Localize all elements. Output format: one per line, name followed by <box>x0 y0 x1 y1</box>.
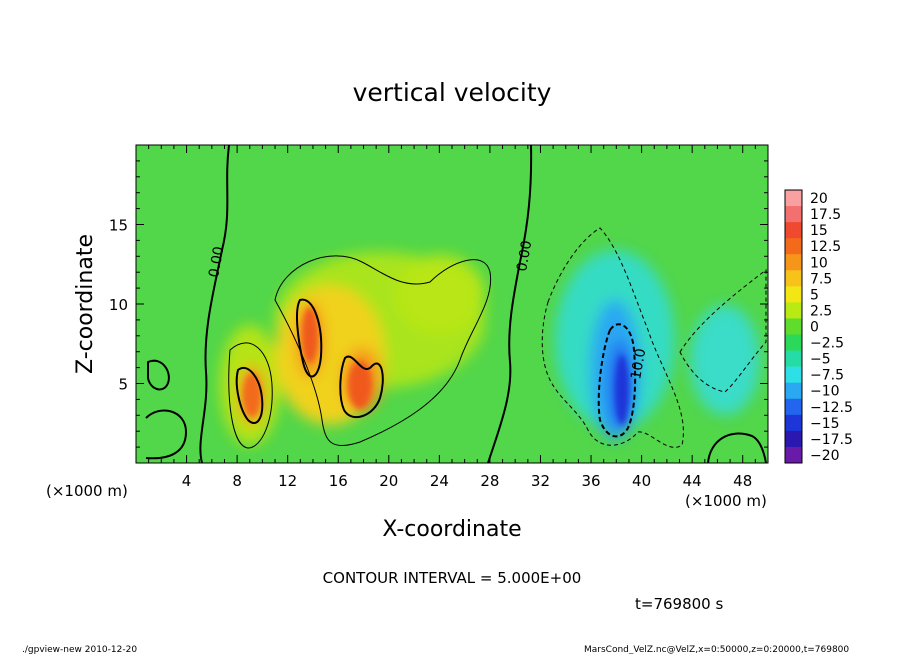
core-max-left <box>243 373 261 417</box>
colorbar-label: −20 <box>810 448 840 464</box>
contour-10 <box>235 367 264 424</box>
contour-label: 0.00 <box>514 239 535 272</box>
colorbar-label: 15 <box>810 223 828 239</box>
contour-neg-10 <box>597 323 637 438</box>
x-tick-label: 12 <box>278 472 297 490</box>
colorbar-label: 20 <box>810 191 828 207</box>
contour-zero-small <box>145 409 188 460</box>
colorbar-label: −2.5 <box>810 336 844 352</box>
y-axis-ticks: 5 10 15 <box>109 144 768 464</box>
x-tick-label: 8 <box>232 472 242 490</box>
colorbar-frame <box>784 189 803 464</box>
colorbar-swatch <box>785 270 802 287</box>
colorbar-label: 2.5 <box>810 303 832 319</box>
x-tick-label: 32 <box>531 472 550 490</box>
contour-10 <box>296 298 323 378</box>
contour-interval-text: CONTOUR INTERVAL = 5.000E+00 <box>323 569 582 587</box>
x-unit-left: (×1000 m) <box>46 482 128 500</box>
colorbar-swatch <box>785 222 802 239</box>
contour-lines <box>145 145 767 463</box>
core-max-center <box>302 307 318 363</box>
colorbar-label: 10 <box>810 255 828 271</box>
contour-zero-right <box>487 145 533 463</box>
colorbar-swatch <box>785 206 802 223</box>
colorbar-label: 0 <box>810 320 819 336</box>
colorbar-label: 17.5 <box>810 207 841 223</box>
colorbar-swatch <box>785 430 802 448</box>
y-tick-label: 5 <box>118 376 128 394</box>
colorbar-label: −5 <box>810 352 831 368</box>
contour-label: 10.0 <box>628 347 649 380</box>
core-max-right <box>348 361 372 409</box>
contour-label: 0.00 <box>206 245 227 278</box>
field-cores <box>243 307 629 425</box>
colorbar-swatch <box>785 318 802 336</box>
contour-zero-small <box>147 359 170 391</box>
weak-downdraft-region <box>690 305 760 415</box>
y-axis-label: Z-coordinate <box>73 234 98 374</box>
colorbar-swatch <box>785 446 802 464</box>
contour-neg-5 <box>541 227 684 448</box>
contour-zero-left <box>199 145 230 463</box>
colorbar-swatch <box>785 190 802 207</box>
colorbar-swatch <box>785 238 802 255</box>
y-tick-label: 10 <box>109 296 128 314</box>
colorbar-swatch <box>785 398 802 416</box>
x-tick-label: 16 <box>329 472 348 490</box>
contour-10 <box>339 355 384 419</box>
x-tick-label: 48 <box>733 472 752 490</box>
colorbar-swatch <box>785 350 802 368</box>
x-tick-label: 20 <box>379 472 398 490</box>
x-tick-label: 24 <box>430 472 449 490</box>
footer-left: ./gpview-new 2010-12-20 <box>22 645 137 654</box>
x-tick-label: 44 <box>683 472 702 490</box>
x-axis-ticks: 4 8 12 16 20 24 28 32 36 40 44 48 <box>135 145 769 490</box>
weak-updraft-region <box>395 255 485 335</box>
x-tick-label: 4 <box>182 472 192 490</box>
colorbar-swatch <box>785 382 802 400</box>
x-tick-label: 36 <box>581 472 600 490</box>
colorbar-label: 12.5 <box>810 239 841 255</box>
x-axis-label: X-coordinate <box>382 517 521 542</box>
colorbar-label: −7.5 <box>810 368 844 384</box>
colorbar-swatch <box>785 414 802 432</box>
contour-5 <box>228 342 273 449</box>
plot-area: 0.00 0.00 10.0 <box>136 145 768 463</box>
colorbar-swatch <box>785 366 802 384</box>
core-min <box>615 355 629 425</box>
contour-zero-small <box>707 432 767 463</box>
colorbar: 2017.51512.5107.552.50−2.5−5−7.5−10−12.5… <box>784 189 853 464</box>
colorbar-label: −10 <box>810 384 840 400</box>
colorbar-label: −17.5 <box>810 432 853 448</box>
x-tick-label: 28 <box>480 472 499 490</box>
colorbar-swatch <box>785 302 802 319</box>
time-text: t=769800 s <box>635 595 723 613</box>
colorbar-swatch <box>785 334 802 352</box>
y-tick-label: 15 <box>109 217 128 235</box>
footer-right: MarsCond_VelZ.nc@VelZ,x=0:50000,z=0:2000… <box>584 645 849 654</box>
colorbar-label: 5 <box>810 287 819 303</box>
colorbar-label: −12.5 <box>810 400 853 416</box>
colorbar-swatch <box>785 286 802 303</box>
x-unit-right: (×1000 m) <box>685 492 767 510</box>
chart-title: vertical velocity <box>353 78 552 107</box>
colorbar-label: 7.5 <box>810 271 832 287</box>
contour-5 <box>274 255 492 447</box>
colorbar-label: −15 <box>810 416 840 432</box>
x-tick-label: 40 <box>632 472 651 490</box>
colorbar-swatch <box>785 254 802 271</box>
contour-neg-5 <box>679 268 767 393</box>
